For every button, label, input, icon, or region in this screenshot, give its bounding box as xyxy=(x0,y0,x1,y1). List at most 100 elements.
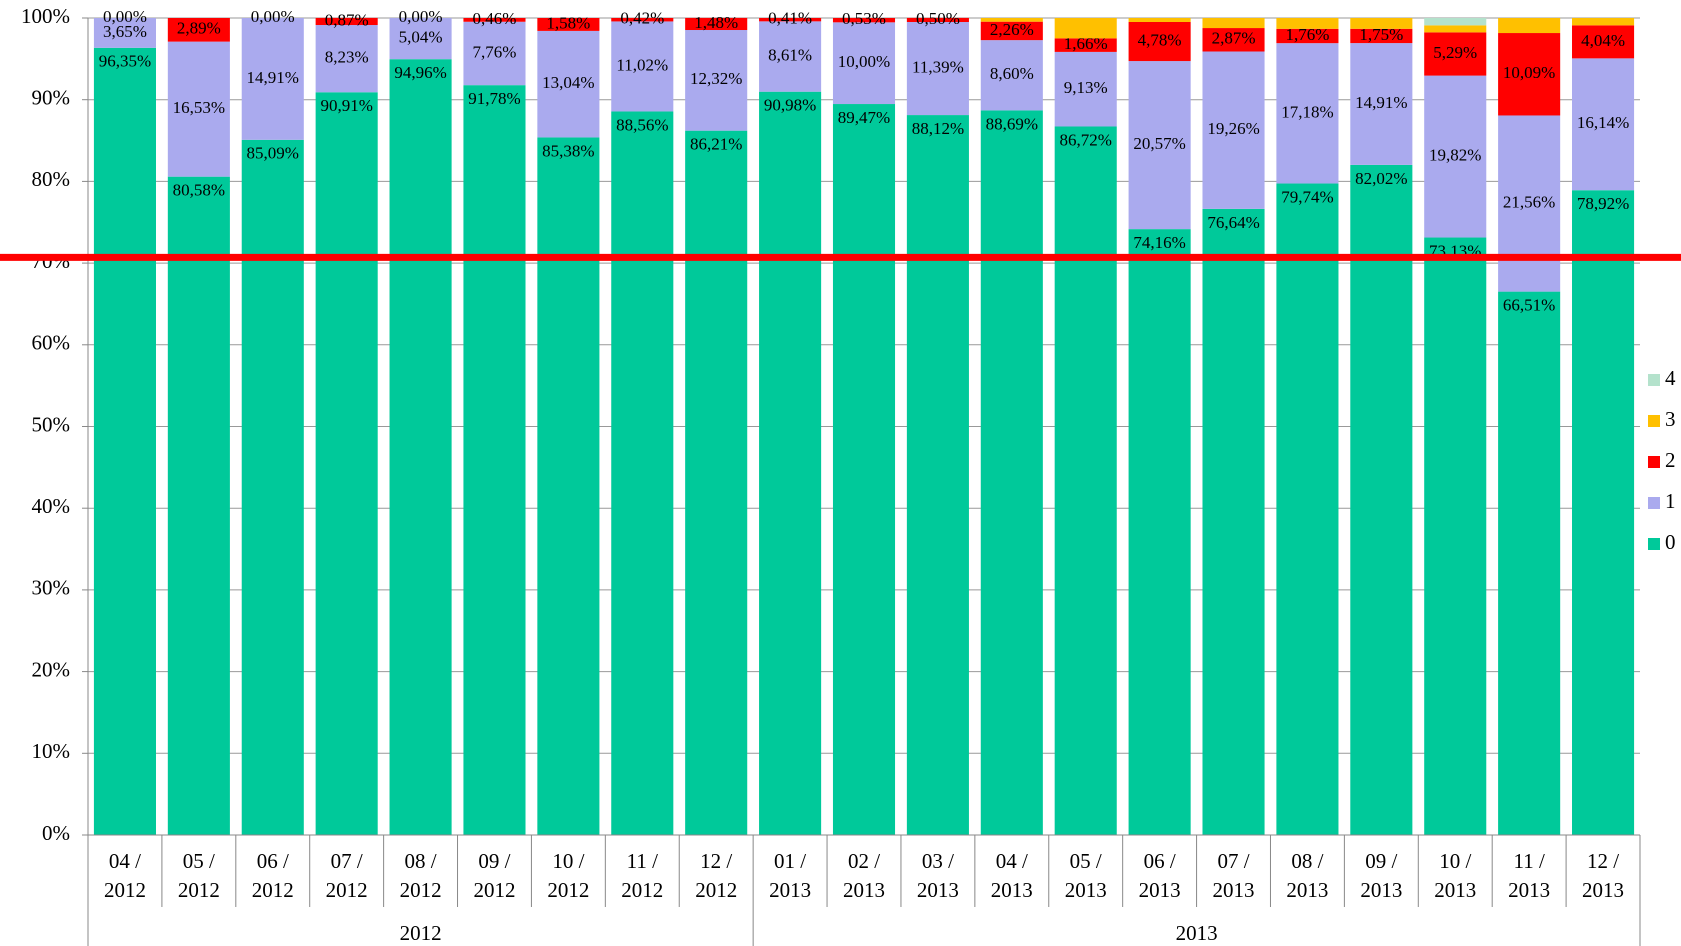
x-tick-label-year: 2012 xyxy=(252,878,294,902)
data-label: 20,57% xyxy=(1133,134,1185,153)
bar-segment xyxy=(1498,33,1561,116)
bar-segment xyxy=(611,111,674,836)
data-label: 0,53% xyxy=(842,9,886,28)
data-label: 0,00% xyxy=(399,7,443,26)
y-tick-label: 60% xyxy=(32,331,71,355)
bar-segment xyxy=(315,25,378,93)
bar-segment xyxy=(759,91,822,835)
legend-swatch xyxy=(1648,497,1660,509)
x-tick-label-year: 2013 xyxy=(1065,878,1107,902)
bar-segment xyxy=(759,18,822,22)
data-label: 0,50% xyxy=(916,9,960,28)
bar-segment xyxy=(906,22,969,116)
data-label: 1,58% xyxy=(546,13,590,32)
bar-segment xyxy=(537,30,600,138)
bar-segment xyxy=(463,85,526,835)
bar-segment xyxy=(537,18,600,31)
bar-segment xyxy=(1054,38,1117,52)
bar-segment xyxy=(241,139,304,835)
bar-segment xyxy=(537,137,600,835)
data-label: 16,53% xyxy=(173,98,225,117)
data-label: 66,51% xyxy=(1503,296,1555,315)
data-label: 10,00% xyxy=(838,52,890,71)
data-label: 7,76% xyxy=(473,42,517,61)
bar-segment xyxy=(906,115,969,836)
data-label: 1,75% xyxy=(1359,25,1403,44)
data-label: 19,82% xyxy=(1429,145,1481,164)
legend-label: 0 xyxy=(1665,530,1676,554)
bar-segment xyxy=(315,92,378,835)
bar-segment xyxy=(1424,25,1487,33)
data-label: 5,04% xyxy=(399,27,443,46)
bar-segment xyxy=(93,47,156,836)
x-tick-label: 10 / xyxy=(552,849,584,873)
x-tick-label-year: 2012 xyxy=(104,878,146,902)
data-label: 14,91% xyxy=(1355,93,1407,112)
bar-segment xyxy=(1202,51,1265,209)
x-tick-label-year: 2012 xyxy=(326,878,368,902)
data-label: 19,26% xyxy=(1207,119,1259,138)
bar-segment xyxy=(1054,18,1117,39)
data-label: 11,39% xyxy=(912,57,964,76)
x-tick-label: 06 / xyxy=(1144,849,1176,873)
x-tick-label-year: 2013 xyxy=(843,878,885,902)
bar-segment xyxy=(1128,61,1191,230)
bar-segment xyxy=(685,130,748,835)
x-tick-label: 03 / xyxy=(922,849,954,873)
data-label: 0,42% xyxy=(620,9,664,28)
legend-label: 3 xyxy=(1665,407,1676,431)
y-tick-label: 10% xyxy=(32,739,71,763)
bar-segment xyxy=(1128,22,1191,62)
x-tick-label: 07 / xyxy=(1217,849,1249,873)
data-label: 94,96% xyxy=(394,63,446,82)
x-tick-label-year: 2013 xyxy=(1213,878,1255,902)
data-label: 12,32% xyxy=(690,69,742,88)
bar-segment xyxy=(1572,58,1635,191)
bar-segment xyxy=(1424,18,1487,26)
data-label: 2,26% xyxy=(990,20,1034,39)
bar-segment xyxy=(1424,32,1487,76)
data-label: 14,91% xyxy=(247,68,299,87)
data-label: 8,60% xyxy=(990,64,1034,83)
data-label: 91,78% xyxy=(468,89,520,108)
bar-segment xyxy=(906,17,969,23)
data-label: 90,98% xyxy=(764,96,816,115)
bar-segment xyxy=(167,176,230,836)
data-label: 1,66% xyxy=(1064,34,1108,53)
legend-swatch xyxy=(1648,538,1660,550)
data-label: 1,48% xyxy=(694,13,738,32)
x-tick-label: 12 / xyxy=(700,849,732,873)
data-label: 89,47% xyxy=(838,108,890,127)
x-tick-label: 05 / xyxy=(1070,849,1102,873)
x-tick-label-year: 2012 xyxy=(547,878,589,902)
y-tick-label: 30% xyxy=(32,576,71,600)
x-tick-label-year: 2013 xyxy=(1139,878,1181,902)
data-label: 0,46% xyxy=(473,9,517,28)
data-label: 82,02% xyxy=(1355,169,1407,188)
data-label: 76,64% xyxy=(1207,213,1259,232)
legend-swatch xyxy=(1648,415,1660,427)
data-label: 74,16% xyxy=(1133,233,1185,252)
x-tick-label-year: 2013 xyxy=(1434,878,1476,902)
bar-segment xyxy=(980,18,1043,22)
bar-segment xyxy=(93,18,156,48)
x-tick-label: 11 / xyxy=(627,849,658,873)
y-tick-label: 70% xyxy=(32,249,71,273)
data-label: 2,89% xyxy=(177,19,221,38)
bar-segment xyxy=(241,18,304,140)
data-label: 79,74% xyxy=(1281,187,1333,206)
y-tick-label: 90% xyxy=(32,86,71,110)
x-tick-label-year: 2012 xyxy=(695,878,737,902)
data-label: 88,12% xyxy=(912,119,964,138)
data-label: 9,13% xyxy=(1064,78,1108,97)
bar-segment xyxy=(1498,291,1561,836)
data-label: 11,02% xyxy=(616,55,668,74)
x-tick-label: 07 / xyxy=(331,849,363,873)
y-tick-label: 20% xyxy=(32,657,71,681)
bar-segment xyxy=(1350,164,1413,835)
x-tick-label: 08 / xyxy=(1291,849,1323,873)
bar-segment xyxy=(1128,229,1191,835)
data-label: 86,72% xyxy=(1060,130,1112,149)
bar-segment xyxy=(1572,190,1635,835)
bar-segment xyxy=(1276,183,1339,836)
